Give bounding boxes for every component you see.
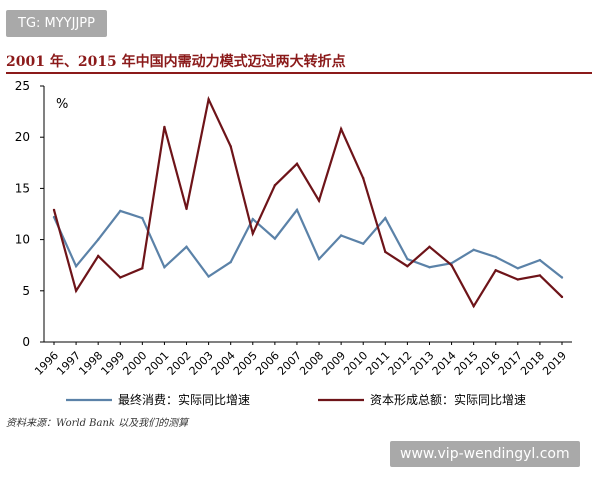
x-tick-label: 2005 bbox=[231, 349, 260, 378]
x-tick-label: 2008 bbox=[297, 349, 326, 378]
y-tick-label: 5 bbox=[22, 284, 30, 298]
x-tick-label: 1999 bbox=[98, 349, 127, 378]
data-point-consumption bbox=[141, 216, 144, 220]
x-tick-label: 2009 bbox=[319, 349, 348, 378]
line-chart: 0510152025%19961997199819992000200120022… bbox=[15, 79, 572, 407]
data-point-investment bbox=[428, 245, 431, 248]
data-point-consumption bbox=[560, 276, 564, 279]
data-point-consumption bbox=[229, 260, 232, 264]
data-point-consumption bbox=[339, 234, 343, 237]
data-point-investment bbox=[163, 125, 166, 129]
data-point-investment bbox=[185, 207, 188, 211]
data-point-consumption bbox=[295, 208, 299, 212]
x-tick-label: 2016 bbox=[474, 349, 503, 378]
x-tick-label: 2007 bbox=[275, 349, 304, 378]
x-tick-label: 2019 bbox=[540, 349, 569, 378]
data-point-investment bbox=[339, 127, 343, 131]
y-tick-label: 15 bbox=[15, 181, 30, 195]
data-point-consumption bbox=[207, 275, 210, 278]
data-point-investment bbox=[406, 265, 409, 268]
series-line-consumption bbox=[52, 207, 563, 279]
watermark-bottom: www.vip-wendingyl.com bbox=[390, 441, 580, 467]
x-tick-label: 2002 bbox=[165, 349, 194, 378]
data-point-investment bbox=[207, 98, 210, 101]
title-divider bbox=[6, 72, 592, 74]
x-tick-label: 2004 bbox=[209, 349, 238, 378]
chart-title: 2001 年、2015 年中国内需动力模式迈过两大转折点 bbox=[6, 54, 346, 70]
data-point-consumption bbox=[384, 216, 387, 220]
data-point-consumption bbox=[163, 266, 166, 269]
data-point-investment bbox=[295, 162, 299, 166]
data-point-investment bbox=[273, 184, 277, 187]
legend-label-investment: 资本形成总额：实际同比增速 bbox=[370, 392, 526, 407]
data-point-consumption bbox=[251, 217, 254, 221]
data-point-investment bbox=[494, 269, 497, 272]
x-tick-label: 2006 bbox=[253, 349, 282, 378]
data-point-investment bbox=[251, 232, 254, 235]
data-point-investment bbox=[229, 145, 232, 148]
data-point-investment bbox=[472, 304, 475, 308]
data-point-investment bbox=[52, 208, 56, 212]
chart-area: 0 5 10 15 20 25% 1996 1997 1998 1999 2000 2001 2002 2… bbox=[0, 74, 600, 418]
x-tick-label: 2003 bbox=[187, 349, 216, 378]
data-point-investment bbox=[74, 289, 78, 292]
data-point-investment bbox=[538, 274, 542, 277]
x-tick-label: 2017 bbox=[496, 349, 525, 378]
y-tick-label: 20 bbox=[15, 130, 30, 144]
data-point-investment bbox=[560, 295, 564, 299]
watermark-top: TG: MYYJJPP bbox=[6, 10, 107, 37]
legend-label-consumption: 最终消费：实际同比增速 bbox=[118, 392, 250, 407]
y-unit-label: % bbox=[56, 97, 68, 112]
data-point-consumption bbox=[317, 257, 321, 261]
data-point-consumption bbox=[273, 237, 277, 240]
data-point-investment bbox=[516, 278, 520, 281]
data-point-consumption bbox=[52, 215, 56, 219]
y-tick-label: 0 bbox=[22, 335, 30, 349]
x-tick-label: 2015 bbox=[452, 349, 481, 378]
y-tick-label: 25 bbox=[15, 79, 30, 93]
x-tick-label: 2014 bbox=[430, 349, 459, 378]
data-point-investment bbox=[384, 250, 387, 254]
source-note: 资料来源：World Bank 以及我们的测算 bbox=[6, 418, 189, 429]
series-line-investment bbox=[52, 95, 563, 309]
x-tick-label: 1998 bbox=[76, 349, 105, 378]
x-tick-label: 2010 bbox=[341, 349, 370, 378]
data-point-consumption bbox=[96, 238, 100, 241]
data-point-investment bbox=[317, 199, 321, 202]
x-tick-label: 1997 bbox=[54, 349, 83, 378]
data-point-consumption bbox=[185, 245, 188, 248]
data-point-consumption bbox=[362, 242, 365, 245]
x-tick-label: 2018 bbox=[518, 349, 547, 378]
data-point-investment bbox=[119, 276, 122, 279]
x-tick-label: 1996 bbox=[32, 349, 61, 378]
data-point-investment bbox=[96, 254, 100, 258]
x-tick-label: 2011 bbox=[363, 349, 392, 378]
data-point-consumption bbox=[472, 248, 475, 252]
data-point-consumption bbox=[494, 255, 497, 259]
data-point-consumption bbox=[406, 257, 409, 261]
x-tick-label: 2013 bbox=[408, 349, 437, 378]
x-tick-label: 2012 bbox=[386, 349, 415, 378]
data-point-consumption bbox=[74, 265, 78, 268]
data-point-consumption bbox=[516, 267, 520, 270]
data-point-investment bbox=[141, 267, 144, 270]
x-tick-label: 2000 bbox=[120, 349, 149, 378]
data-point-consumption bbox=[119, 209, 122, 213]
data-point-consumption bbox=[428, 266, 431, 269]
x-tick-label: 2001 bbox=[143, 349, 172, 378]
y-tick-label: 10 bbox=[15, 233, 30, 247]
data-point-consumption bbox=[538, 258, 542, 262]
data-point-investment bbox=[450, 264, 453, 267]
data-point-investment bbox=[362, 176, 365, 180]
